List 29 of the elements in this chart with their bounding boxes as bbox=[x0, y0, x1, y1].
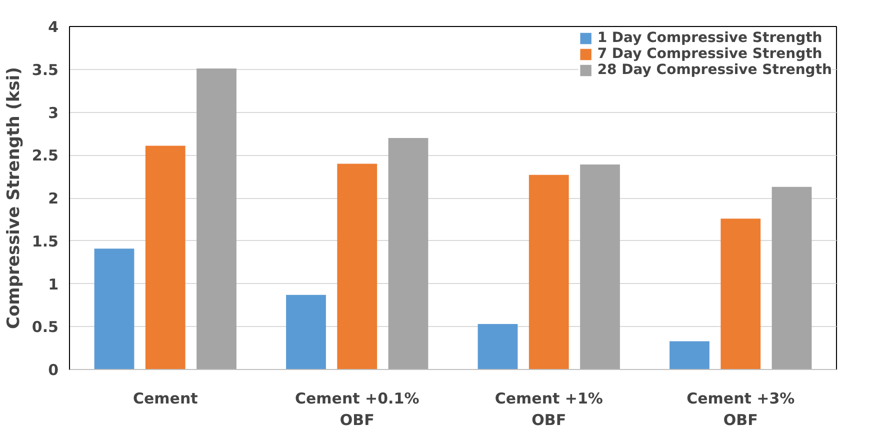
y-tick-label: 2 bbox=[48, 190, 58, 208]
bar bbox=[286, 294, 326, 370]
x-tick-label: Cement +1% OBF bbox=[494, 390, 603, 430]
y-tick-label: 1.5 bbox=[32, 232, 59, 250]
bar bbox=[670, 341, 710, 370]
y-tick-label: 2.5 bbox=[32, 146, 59, 165]
y-tick-label: 3 bbox=[48, 104, 58, 122]
x-tick-label: Cement +3% OBF bbox=[686, 390, 795, 430]
legend-label: 1 Day Compressive Strength bbox=[597, 30, 822, 46]
bar bbox=[388, 138, 428, 370]
y-tick-label: 4 bbox=[48, 18, 58, 36]
bar bbox=[94, 248, 134, 370]
y-axis-title: Compressive Strength (ksi) bbox=[4, 66, 24, 330]
bar bbox=[145, 146, 186, 370]
legend-label: 7 Day Compressive Strength bbox=[597, 46, 822, 62]
y-tick-label: 1 bbox=[48, 275, 58, 294]
bar bbox=[720, 218, 761, 370]
bar bbox=[528, 174, 569, 370]
bar bbox=[337, 164, 378, 370]
y-tick-label: 3.5 bbox=[32, 60, 59, 79]
bar bbox=[580, 164, 620, 370]
y-tick-label: 0 bbox=[48, 361, 58, 379]
bar bbox=[478, 324, 518, 370]
bar bbox=[772, 186, 812, 370]
x-tick-label: Cement +0.1% OBF bbox=[295, 390, 420, 430]
y-tick-label: 0.5 bbox=[32, 318, 59, 336]
x-tick-label: Cement bbox=[132, 390, 198, 408]
legend-label: 28 Day Compressive Strength bbox=[597, 62, 832, 78]
bar bbox=[196, 68, 236, 370]
